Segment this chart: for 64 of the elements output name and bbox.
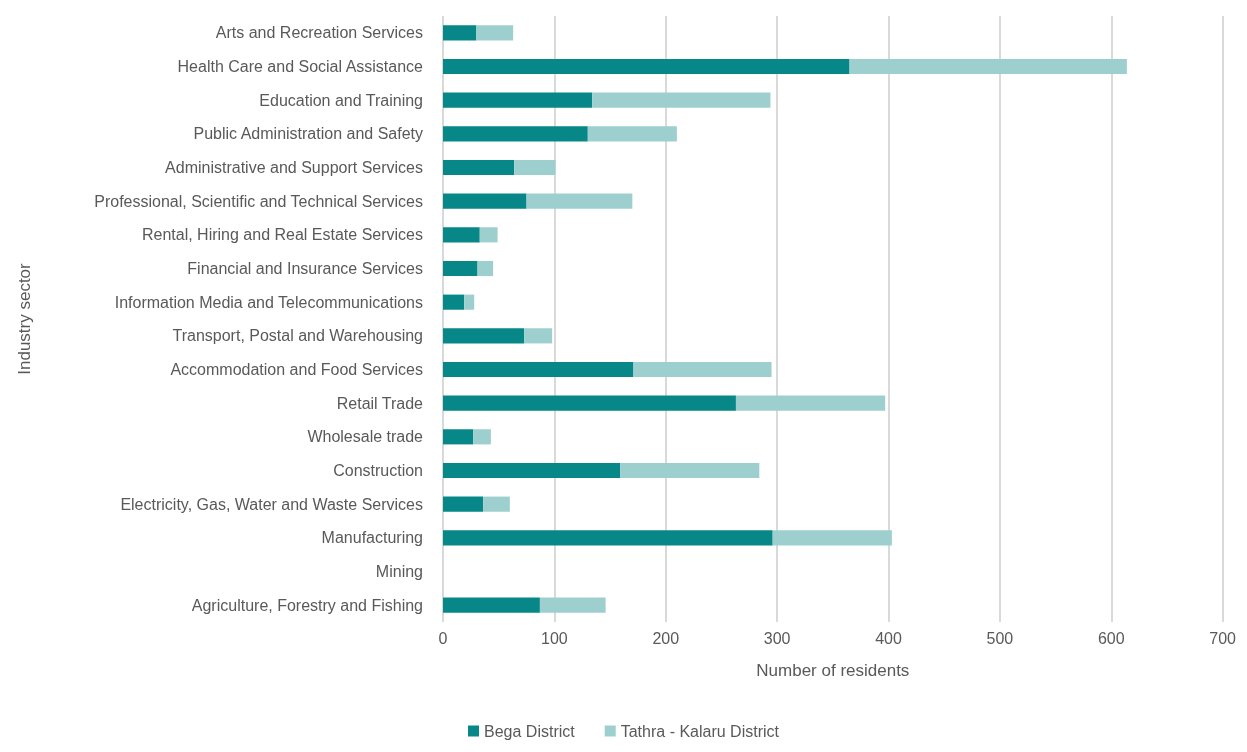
bar bbox=[477, 260, 494, 277]
y-tick-label: Transport, Postal and Warehousing bbox=[172, 327, 423, 345]
bar bbox=[464, 294, 475, 310]
bar bbox=[476, 25, 514, 41]
legend-label: Bega District bbox=[484, 722, 576, 740]
bar bbox=[443, 25, 477, 41]
bar bbox=[443, 92, 593, 108]
bar bbox=[443, 530, 773, 546]
bar bbox=[473, 429, 491, 445]
y-tick-label: Wholesale trade bbox=[307, 428, 424, 446]
bar bbox=[587, 126, 677, 142]
bar bbox=[443, 496, 484, 512]
bar bbox=[443, 159, 515, 176]
bar bbox=[514, 159, 556, 176]
y-tick-label: Information Media and Telecommunications bbox=[114, 293, 423, 311]
bar bbox=[443, 361, 634, 378]
y-tick-label: Construction bbox=[333, 462, 423, 479]
bar bbox=[443, 126, 588, 142]
y-tick-label: Agriculture, Forestry and Fishing bbox=[191, 596, 423, 614]
bar bbox=[443, 193, 527, 209]
x-tick-label: 100 bbox=[541, 629, 568, 647]
bar bbox=[526, 193, 633, 209]
x-tick-label: 700 bbox=[1209, 629, 1237, 647]
bar bbox=[443, 328, 525, 344]
y-tick-label: Arts and Recreation Services bbox=[215, 24, 423, 42]
bar bbox=[483, 496, 510, 512]
y-tick-label: Rental, Hiring and Real Estate Services bbox=[141, 226, 423, 244]
y-axis-title: Industry sector bbox=[15, 262, 34, 375]
y-tick-label: Accommodation and Food Services bbox=[170, 361, 423, 378]
bar bbox=[479, 227, 498, 243]
y-tick-label: Mining bbox=[375, 563, 423, 580]
bar bbox=[620, 462, 760, 479]
y-tick-label: Public Administration and Safety bbox=[193, 125, 423, 143]
x-tick-label: 500 bbox=[986, 629, 1014, 647]
bar bbox=[849, 58, 1127, 75]
bar bbox=[443, 429, 474, 445]
bar bbox=[443, 462, 621, 479]
y-tick-label: Professional, Scientific and Technical Services bbox=[94, 192, 423, 210]
bar bbox=[735, 395, 886, 411]
y-tick-label: Retail Trade bbox=[336, 394, 424, 412]
y-tick-label: Education and Training bbox=[259, 91, 423, 109]
bar bbox=[592, 92, 771, 108]
bar bbox=[443, 260, 478, 277]
bar bbox=[443, 395, 736, 411]
x-tick-label: 300 bbox=[763, 629, 791, 647]
bar bbox=[524, 328, 553, 344]
x-tick-label: 200 bbox=[652, 629, 680, 647]
x-tick-label: 600 bbox=[1097, 629, 1125, 647]
legend-label: Tathra - Kalaru District bbox=[620, 722, 780, 740]
x-tick-label: 400 bbox=[875, 629, 902, 647]
bar bbox=[443, 58, 850, 75]
y-tick-label: Administrative and Support Services bbox=[165, 159, 423, 176]
bar bbox=[443, 597, 540, 613]
bar bbox=[633, 361, 772, 378]
x-tick-label: 0 bbox=[438, 629, 448, 647]
y-tick-label: Electricity, Gas, Water and Waste Services bbox=[120, 495, 423, 513]
bar bbox=[443, 227, 480, 243]
y-tick-label: Financial and Insurance Services bbox=[187, 260, 423, 277]
y-tick-label: Health Care and Social Assistance bbox=[177, 58, 424, 75]
bar bbox=[772, 530, 892, 546]
bar bbox=[539, 597, 606, 613]
bar bbox=[443, 294, 465, 310]
x-axis-title: Number of residents bbox=[756, 661, 910, 680]
y-tick-label: Manufacturing bbox=[321, 529, 423, 547]
